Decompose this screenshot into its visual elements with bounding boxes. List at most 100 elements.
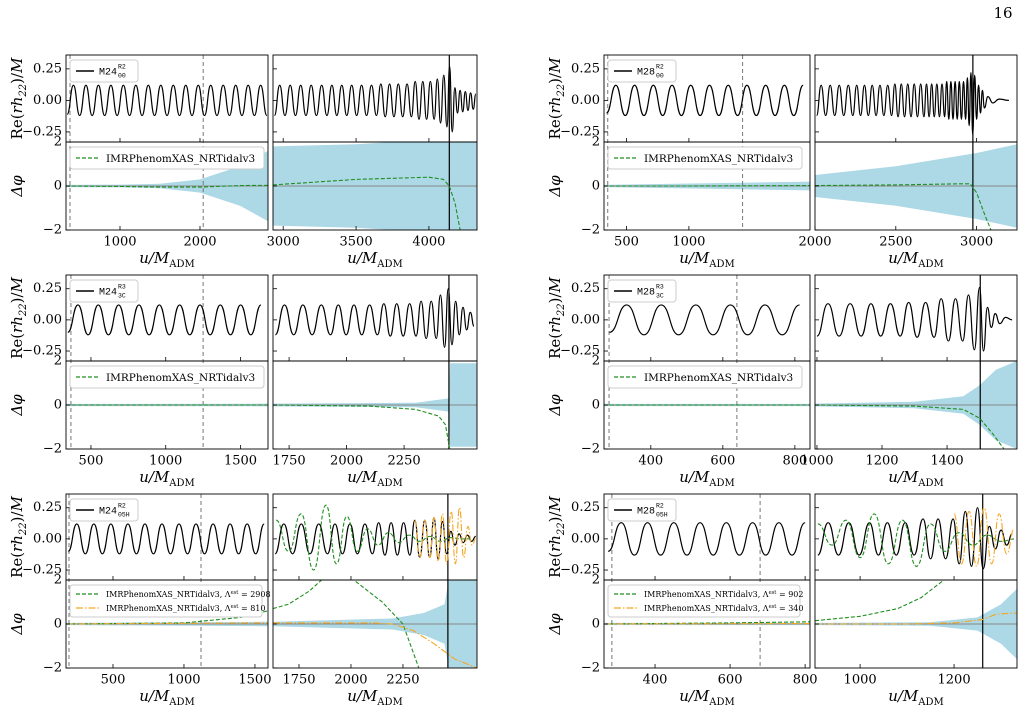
y-label-part: 22: [556, 522, 567, 536]
nr-waveform: [605, 84, 804, 117]
y-label-part: Re(: [546, 333, 564, 359]
y-label-part: )/: [8, 291, 26, 303]
legend-text: IMRPhenomXAS_NRTidalv3, Λ: [106, 604, 231, 613]
nr-waveform: [607, 522, 806, 556]
x-tick-label: 1750: [282, 673, 315, 688]
x-tick-label: 3500: [340, 235, 373, 250]
y-tick-label: 0: [592, 617, 600, 632]
x-tick-label: 3000: [960, 235, 993, 250]
y-tick-label: 2: [54, 573, 62, 588]
x-tick-label: 400: [638, 454, 663, 469]
legend-label: M24: [99, 288, 117, 299]
x-tick-label: 1400: [931, 454, 964, 469]
y-label-part: M: [546, 57, 564, 74]
x-label-sub: ADM: [376, 478, 402, 489]
legend-label: IMRPhenomXAS_NRTidalv3, Λest = 2908: [106, 590, 271, 600]
x-axis-label: u/MADM: [888, 468, 944, 489]
x-label-main: u/M: [679, 468, 710, 486]
nr-waveform: [817, 507, 1013, 570]
legend-sup: R2: [118, 503, 126, 510]
x-tick-label: 1200: [865, 454, 898, 469]
x-axis-label: u/MADM: [139, 468, 195, 489]
phase-curve: [66, 622, 268, 625]
y-tick-label: 0.00: [33, 312, 62, 327]
y-tick-label: −0.25: [22, 124, 62, 139]
legend-text: IMRPhenomXAS_NRTidalv3: [644, 153, 793, 165]
legend-sup: est: [769, 604, 778, 610]
x-label-sub: ADM: [168, 478, 194, 489]
x-label-sub: ADM: [708, 259, 734, 270]
legend-label: M28: [637, 507, 655, 518]
y-label-part: Re(: [8, 333, 26, 359]
y-label-part: Re(: [8, 552, 26, 578]
legend-text: IMRPhenomXAS_NRTidalv3, Λ: [644, 590, 769, 599]
y-tick-label: −2: [581, 442, 600, 457]
legend-text: IMRPhenomXAS_NRTidalv3: [106, 372, 255, 384]
y-tick-label: 0.25: [33, 281, 62, 296]
x-tick-label: 1000: [167, 673, 200, 688]
nr-waveform: [816, 286, 1013, 352]
y-tick-label: 0: [592, 398, 600, 413]
y-label-part: rh: [546, 535, 564, 552]
legend-box: [607, 59, 677, 83]
y-tick-label: 2: [592, 573, 600, 588]
y-tick-label: 0.00: [33, 531, 62, 546]
legend-sup: R3: [656, 284, 664, 291]
x-tick-label: 2000: [183, 235, 216, 250]
y-label-part: M: [546, 276, 564, 293]
x-label-main: u/M: [679, 687, 710, 705]
x-tick-label: 2500: [879, 235, 912, 250]
x-label-sub: ADM: [168, 697, 194, 708]
y-label-part: 22: [556, 84, 567, 98]
phase-curve: [815, 612, 1017, 625]
legend-text: = 2908: [238, 590, 270, 599]
y-tick-label: −0.25: [22, 344, 62, 359]
legend-text: = 902: [776, 590, 803, 599]
x-label-main: u/M: [139, 249, 170, 267]
legend-text: IMRPhenomXAS_NRTidalv3: [106, 153, 255, 165]
y-label-part: rh: [546, 97, 564, 114]
x-label-main: u/M: [679, 249, 710, 267]
nr-waveform: [816, 72, 1009, 136]
legend-label: M24: [99, 68, 117, 79]
y-tick-label: −0.25: [22, 563, 62, 578]
x-tick-label: 1200: [938, 673, 971, 688]
phase-curve: [273, 404, 451, 449]
y-label-part: M: [8, 57, 26, 74]
y-label-part: 22: [18, 522, 29, 536]
legend-sup: R2: [118, 64, 126, 71]
x-tick-label: 2250: [386, 673, 419, 688]
nr-waveform: [273, 65, 477, 133]
y-label-part: Re(: [8, 113, 26, 139]
legend-sub: 3C: [656, 293, 664, 300]
y-axis-label: Δφ: [546, 394, 564, 417]
legend-label: IMRPhenomXAS_NRTidalv3: [106, 372, 255, 384]
model-waveform: [817, 513, 1016, 567]
x-axis-label: u/MADM: [347, 687, 403, 708]
y-label-part: 22: [18, 303, 29, 317]
y-tick-label: 0.25: [571, 281, 600, 296]
y-axis-label: Δφ: [546, 613, 564, 636]
x-axis-label: u/MADM: [347, 249, 403, 270]
legend-sup: R3: [118, 284, 126, 291]
x-tick-label: 500: [614, 235, 639, 250]
x-label-main: u/M: [347, 468, 378, 486]
y-axis-label: Re(rh22)/M: [546, 276, 567, 359]
x-tick-label: 400: [643, 673, 668, 688]
legend-box: [69, 146, 265, 170]
x-axis-label: u/MADM: [679, 468, 735, 489]
x-tick-label: 1000: [149, 454, 182, 469]
legend-label: IMRPhenomXAS_NRTidalv3: [644, 372, 793, 384]
x-tick-label: 1000: [672, 235, 705, 250]
x-tick-label: 2000: [798, 235, 831, 250]
y-label-part: 22: [18, 84, 29, 98]
model-waveform: [953, 507, 1015, 567]
x-tick-label: 500: [101, 673, 126, 688]
nr-waveform: [67, 523, 265, 555]
legend-label: M28: [637, 68, 655, 79]
y-tick-label: 0.25: [33, 61, 62, 76]
legend-label: M24: [99, 507, 117, 518]
y-label-part: rh: [8, 316, 26, 333]
x-tick-label: 2000: [330, 454, 363, 469]
